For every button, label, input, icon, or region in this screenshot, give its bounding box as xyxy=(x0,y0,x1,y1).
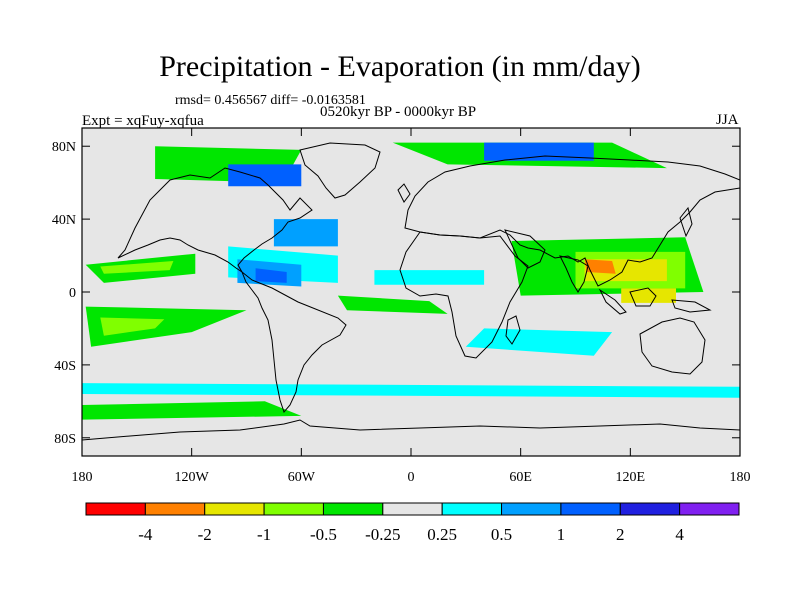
lon-tick-label: 180 xyxy=(72,470,93,485)
field-region-21 xyxy=(374,270,485,285)
colorbar-box xyxy=(501,502,562,516)
lon-tick-label: 120W xyxy=(175,470,210,485)
lon-tick-label: 120E xyxy=(616,470,646,485)
field-layer xyxy=(82,142,740,420)
lat-tick-label: 40S xyxy=(54,359,76,374)
coastline-japan xyxy=(679,206,693,238)
stats-line: rmsd= 0.456567 diff= -0.0163581 xyxy=(175,93,366,108)
colorbar-box xyxy=(85,502,146,516)
coastline-sumatra xyxy=(598,288,627,315)
colorbar-label: 1 xyxy=(557,525,566,544)
coastline-africa xyxy=(399,231,529,359)
lat-tick-label: 80N xyxy=(52,140,76,155)
field-region-15 xyxy=(255,268,287,283)
lat-tick-label: 0 xyxy=(69,286,76,301)
lon-tick-label: 60E xyxy=(509,470,532,485)
coastline-india xyxy=(559,255,589,293)
lon-tick-label: 0 xyxy=(408,470,415,485)
coastline-antarctica xyxy=(82,419,740,441)
field-region-18 xyxy=(228,164,302,187)
field-region-12 xyxy=(621,288,676,303)
colorbar-box xyxy=(619,502,681,516)
colorbar-label: -0.25 xyxy=(365,525,400,544)
colorbar-label: 4 xyxy=(675,525,684,544)
colorbar-box xyxy=(679,502,740,516)
plot-title: Precipitation - Evaporation (in mm/day) xyxy=(159,50,641,83)
lat-tick-label: 40N xyxy=(52,213,76,228)
colorbar: -4 -2 -1 -0.5 -0.25 0.25 0.5 1 2 4 xyxy=(85,502,740,544)
colorbar-label: 0.5 xyxy=(491,525,512,544)
colorbar-label: 0.25 xyxy=(427,525,457,544)
field-region-6 xyxy=(337,295,448,314)
colorbar-label: -4 xyxy=(138,525,153,544)
colorbar-box xyxy=(322,502,384,516)
period-label: 0520kyr BP - 0000kyr BP xyxy=(320,104,477,120)
coastline-south-america xyxy=(240,270,347,413)
field-region-2 xyxy=(85,306,247,347)
coastline-greenland xyxy=(299,142,381,199)
colorbar-box xyxy=(263,502,324,516)
colorbar-label: -1 xyxy=(257,525,271,544)
field-region-7 xyxy=(82,401,302,420)
field-region-17 xyxy=(484,142,594,161)
colorbar-box xyxy=(441,502,503,516)
coastline-arabia xyxy=(504,229,546,269)
colorbar-box xyxy=(382,502,443,516)
coastline-australia xyxy=(639,317,706,375)
coastline-new-guinea xyxy=(671,299,712,313)
coastline-north-america xyxy=(117,167,313,273)
field-region-1 xyxy=(100,261,174,274)
colorbar-box xyxy=(144,502,206,516)
field-region-19 xyxy=(465,328,613,356)
coastline-british-isles xyxy=(397,183,411,203)
colorbar-label: 2 xyxy=(616,525,625,544)
coastline-borneo xyxy=(629,287,657,307)
coastline-madagascar xyxy=(505,315,521,345)
field-region-3 xyxy=(100,317,165,336)
field-region-16 xyxy=(273,219,338,247)
colorbar-box xyxy=(560,502,621,516)
colorbar-label: -2 xyxy=(198,525,212,544)
coastlines xyxy=(82,142,740,441)
field-region-11 xyxy=(584,259,616,274)
lon-tick-label: 60W xyxy=(288,470,316,485)
coastline-eurasia xyxy=(404,155,740,287)
lat-tick-label: 80S xyxy=(54,432,76,447)
colorbar-box xyxy=(204,502,265,516)
colorbar-label: -0.5 xyxy=(310,525,337,544)
axes: 80N 40N 0 40S 80S 180 120W 60W 0 60E 120E 180 xyxy=(52,128,751,485)
field-region-20 xyxy=(82,383,740,398)
lon-tick-label: 180 xyxy=(730,470,751,485)
experiment-label: Expt = xqFuy-xqfua xyxy=(82,113,204,129)
season-label: JJA xyxy=(716,112,739,128)
